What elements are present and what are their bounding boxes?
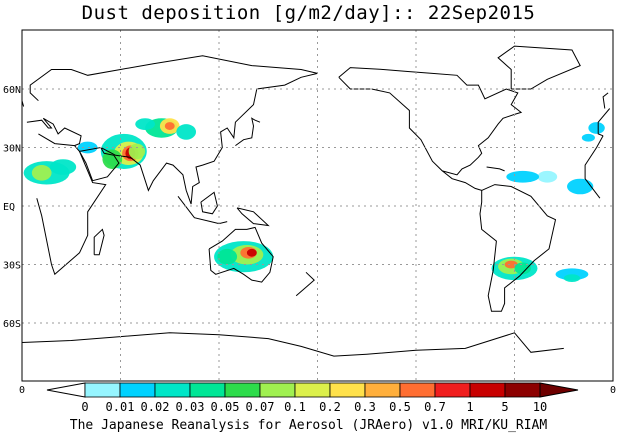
- coastline-australia: [208, 226, 274, 283]
- dust-region: [581, 133, 595, 142]
- coastline-arabia: [79, 146, 120, 182]
- colorbar-swatch: [469, 382, 506, 398]
- dust-deposition-layer: [23, 118, 605, 283]
- colorbar-swatch: [329, 382, 366, 398]
- dust-region: [246, 248, 257, 257]
- coastline-indonesia: [177, 195, 228, 225]
- colorbar-tick-label: 0.05: [211, 400, 240, 414]
- coastline-uk: [602, 92, 609, 109]
- coastline-layer: [21, 45, 611, 357]
- colorbar-swatch: [189, 382, 226, 398]
- coastline-greenland: [497, 45, 581, 90]
- colorbar-labels: 0 0.01 0.02 0.03 0.05 0.07 0.1 0.2 0.3 0.5 0.7 1 5 10: [81, 400, 547, 414]
- colorbar-tick-label: 0.1: [284, 400, 306, 414]
- colorbar-swatch: [259, 382, 296, 398]
- colorbar-high-triangle: [539, 382, 579, 398]
- lon-label-right: 0: [610, 385, 616, 396]
- map-title: Dust deposition [g/m2/day]:: 22Sep2015: [81, 2, 536, 24]
- dust-region: [504, 260, 518, 269]
- dust-region: [49, 159, 77, 175]
- colorbar-swatch: [294, 382, 331, 398]
- dust-region: [31, 165, 52, 181]
- coastline-eurasia-north: [597, 108, 611, 137]
- coastline-eurasia-south: [100, 72, 318, 205]
- colorbar-tick-label: 0: [81, 400, 88, 414]
- coastline-mediterranean: [26, 117, 82, 147]
- dust-region: [217, 248, 238, 265]
- coastline-central-america: [441, 170, 482, 191]
- latitude-labels: 60N 30N EQ 30S 60S: [3, 85, 21, 330]
- colorbar-swatch: [84, 382, 121, 398]
- dust-region: [588, 122, 605, 134]
- lat-lon-grid: [22, 30, 613, 381]
- coastline-north-america: [338, 67, 523, 176]
- dust-region: [164, 122, 175, 130]
- colorbar-tick-label: 0.3: [354, 400, 376, 414]
- dust-region: [514, 262, 531, 275]
- colorbar-swatch: [364, 382, 401, 398]
- colorbar-tick-label: 0.5: [389, 400, 411, 414]
- colorbar-tick-label: 5: [501, 400, 508, 414]
- lat-label: 30S: [3, 261, 21, 272]
- map-frame: [21, 29, 614, 382]
- footer-credit: The Japanese Reanalysis for Aerosol (JRA…: [69, 418, 548, 433]
- colorbar-tick-label: 1: [466, 400, 473, 414]
- colorbar-tick-label: 0.03: [176, 400, 205, 414]
- colorbar-swatch: [119, 382, 156, 398]
- coastline-caribbean: [486, 166, 505, 172]
- colorbar-swatch: [434, 382, 471, 398]
- lon-label-left: 0: [19, 385, 25, 396]
- colorbar-tick-label: 0.07: [246, 400, 275, 414]
- colorbar-swatch: [154, 382, 191, 398]
- dust-region: [176, 124, 197, 140]
- colorbar-tick-label: 0.01: [106, 400, 135, 414]
- dust-region: [135, 118, 155, 130]
- lat-label: 60N: [3, 85, 21, 96]
- coastline-madagascar: [93, 228, 105, 256]
- colorbar-tick-label: 0.02: [141, 400, 170, 414]
- colorbar-swatch: [399, 382, 436, 398]
- coastline-new-guinea: [236, 207, 270, 227]
- dust-region: [537, 170, 558, 183]
- colorbar: [46, 382, 579, 398]
- lat-label: 30N: [3, 144, 21, 155]
- lat-label: 60S: [3, 319, 21, 330]
- dust-region: [128, 143, 146, 160]
- coastline-japan: [235, 117, 261, 147]
- coastline-antarctica: [21, 332, 564, 357]
- dust-region: [555, 268, 589, 281]
- coastline-south-america: [479, 184, 557, 312]
- colorbar-tick-label: 0.2: [319, 400, 341, 414]
- coastline-borneo: [200, 191, 218, 215]
- lat-label: EQ: [3, 202, 15, 213]
- dust-region: [506, 170, 540, 183]
- dust-region: [567, 178, 594, 195]
- coastline-nz: [295, 271, 315, 297]
- dust-region: [563, 274, 581, 283]
- coastline-africa: [584, 135, 604, 199]
- dust-region: [102, 149, 123, 169]
- colorbar-swatch: [224, 382, 261, 398]
- colorbar-tick-label: 0.7: [424, 400, 446, 414]
- coastline-eurasia-north: [29, 55, 318, 102]
- coastline-africa: [36, 133, 107, 276]
- colorbar-swatch: [504, 382, 541, 398]
- colorbar-tick-label: 10: [533, 400, 547, 414]
- colorbar-low-triangle: [46, 382, 86, 398]
